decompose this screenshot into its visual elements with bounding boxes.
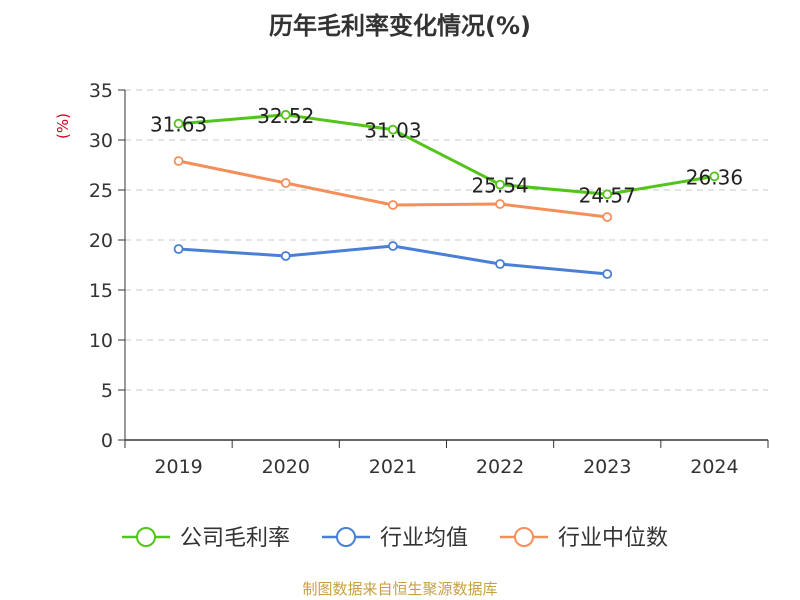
data-point[interactable]: [388, 124, 398, 135]
data-point[interactable]: [709, 171, 720, 182]
data-point[interactable]: [388, 241, 398, 251]
y-tick-label: 0: [101, 430, 113, 452]
series-line: [178, 113, 715, 196]
data-point[interactable]: [495, 199, 505, 209]
y-tick-label: 35: [89, 80, 113, 102]
legend-label: 行业中位数: [558, 526, 668, 551]
x-tick-label: 2022: [476, 456, 524, 478]
x-tick-label: 2024: [690, 456, 738, 478]
x-tick-label: 2019: [154, 456, 202, 478]
legend-marker-icon: [136, 527, 156, 547]
data-label: 31.63: [150, 113, 207, 137]
data-point[interactable]: [602, 269, 613, 279]
data-point[interactable]: [495, 179, 505, 190]
data-label-layer: 31.63 32.52 31.03 25.54 24.57 26.36: [150, 104, 743, 208]
data-point[interactable]: [280, 178, 291, 188]
data-point[interactable]: [173, 156, 184, 166]
y-tick-label: 25: [89, 180, 113, 202]
data-label: 26.36: [686, 165, 743, 189]
data-point[interactable]: [280, 251, 291, 261]
x-tick-label: 2020: [262, 456, 310, 478]
data-point[interactable]: [602, 212, 613, 222]
y-tick-label: 5: [101, 380, 113, 402]
data-point[interactable]: [280, 109, 291, 120]
data-point[interactable]: [602, 189, 613, 200]
axis-layer: 0 5 10 15 20 25 30 35 2019 2020 2021 2022 2023 2024 (%…: [54, 80, 769, 478]
legend-label: 行业均值: [380, 526, 468, 551]
data-point[interactable]: [388, 200, 398, 210]
legend-item[interactable]: 行业中位数: [500, 526, 668, 551]
y-tick-label: 15: [89, 280, 113, 302]
legend[interactable]: 公司毛利率 行业均值 行业中位数: [122, 526, 668, 551]
y-tick-label: 30: [89, 130, 113, 152]
legend-marker-icon: [336, 527, 356, 547]
x-tick-label: 2023: [583, 456, 631, 478]
y-tick-label: 10: [89, 330, 113, 352]
data-point[interactable]: [495, 259, 505, 269]
x-tick-label: 2021: [369, 456, 417, 478]
source-note: 制图数据来自恒生聚源数据库: [302, 580, 498, 598]
data-label: 25.54: [471, 174, 528, 198]
data-label: 24.57: [579, 183, 636, 207]
y-axis-label: (%): [54, 113, 72, 139]
data-label: 32.52: [257, 104, 314, 128]
series-layer: [173, 109, 720, 279]
data-point[interactable]: [173, 244, 184, 254]
legend-marker-icon: [514, 527, 534, 547]
data-point[interactable]: [173, 118, 184, 129]
chart-title: 历年毛利率变化情况(%): [269, 12, 531, 40]
legend-item[interactable]: 公司毛利率: [122, 526, 290, 551]
data-label: 31.03: [364, 119, 421, 143]
legend-item[interactable]: 行业均值: [322, 526, 468, 551]
grid-layer: [125, 89, 768, 391]
y-tick-label: 20: [89, 230, 113, 252]
legend-label: 公司毛利率: [180, 526, 290, 551]
